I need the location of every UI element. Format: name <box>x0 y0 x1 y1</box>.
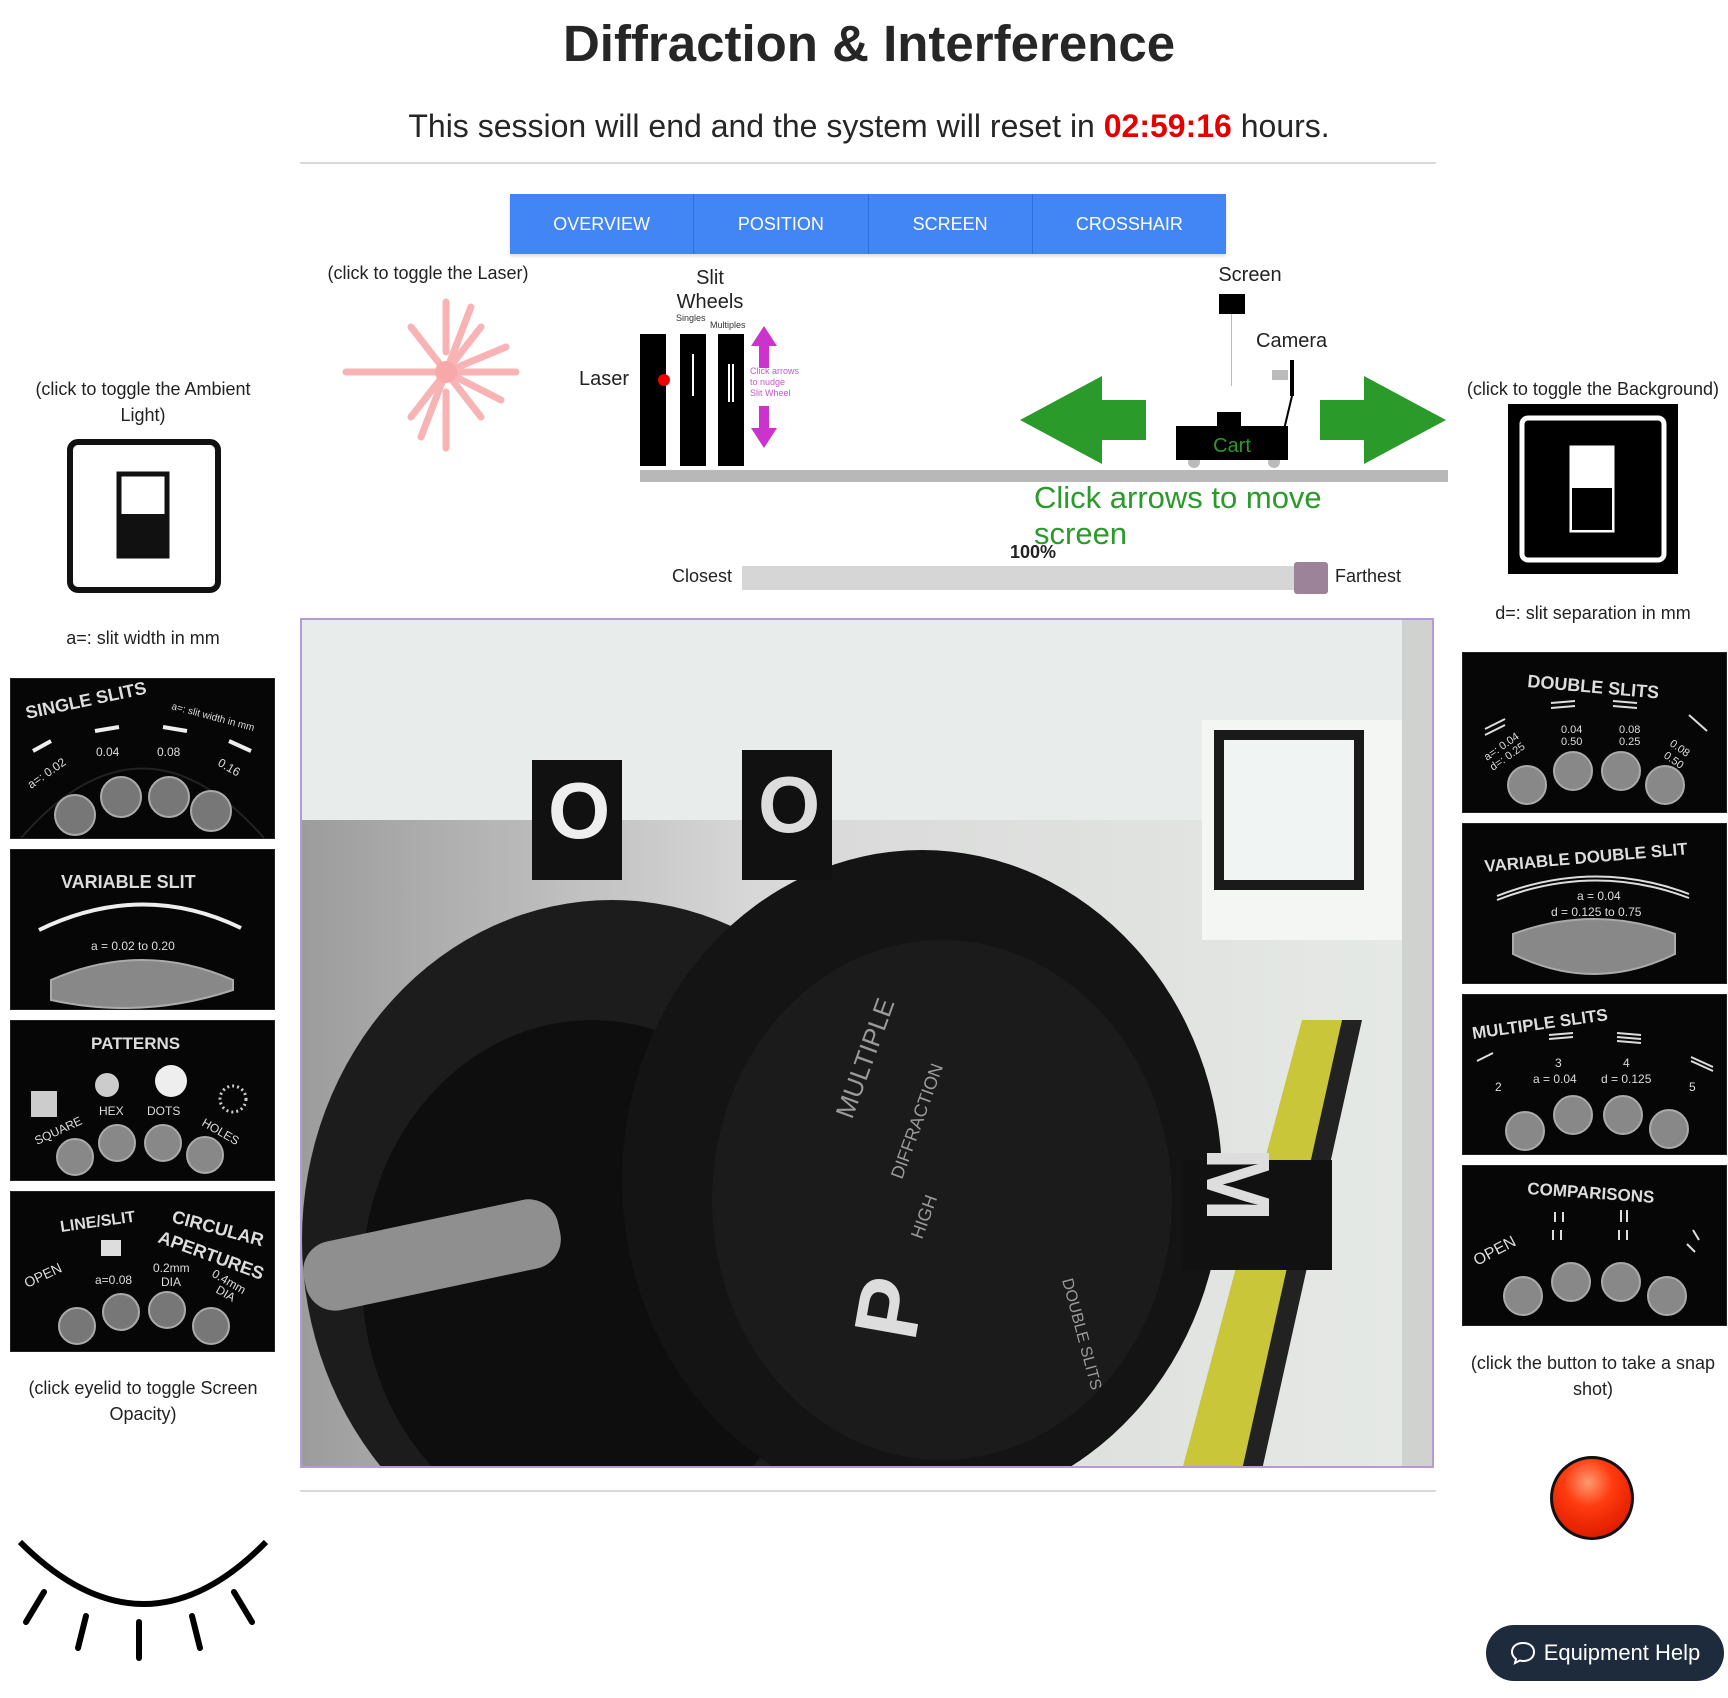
ds-label-4: 0.50 <box>1561 736 1582 748</box>
laser-bar <box>640 334 670 466</box>
line-slit-width-label: a=0.08 <box>95 1273 132 1287</box>
background-caption: (click to toggle the Background) <box>1466 379 1720 399</box>
variable-double-slit-tile[interactable]: VARIABLE DOUBLE SLIT a = 0.04 d = 0.125 … <box>1462 823 1727 984</box>
feed-letter-o2: O <box>758 760 820 849</box>
multiple-slits-tile[interactable]: MULTIPLE SLITS 2 3 a = 0.04 4 d = 0.125 … <box>1462 994 1727 1155</box>
slider-farthest-label: Farthest <box>1335 566 1402 586</box>
pattern-label-hex: HEX <box>99 1104 124 1118</box>
single-slit-label-3: 0.08 <box>157 745 181 759</box>
single-slit-label-4: 0.16 <box>216 755 244 779</box>
single-slit-label-1: a=: 0.02 <box>25 755 69 792</box>
slit-separation-caption: d=: slit separation in mm <box>1495 603 1691 623</box>
session-prefix: This session will end and the system wil… <box>408 108 1104 144</box>
laser-dot <box>658 374 670 386</box>
screen-post <box>1231 314 1232 386</box>
footer-divider <box>300 1490 1436 1492</box>
slider-closest-label: Closest <box>672 566 733 586</box>
comparisons-title: COMPARISONS <box>1527 1179 1655 1207</box>
apparatus-diagram: Slit Wheels Singles Multiples Laser Clic… <box>579 264 1448 551</box>
background-toggle-icon[interactable] <box>1508 404 1678 574</box>
nudge-up-arrow-icon[interactable] <box>750 324 778 370</box>
pattern-label-dots: DOTS <box>147 1104 180 1118</box>
patterns-tile[interactable]: PATTERNS SQUARE HEX DOTS HOLES <box>10 1020 275 1181</box>
open-label: OPEN <box>22 1259 65 1290</box>
variable-slit-title: VARIABLE SLIT <box>61 872 196 892</box>
equipment-help-label: Equipment Help <box>1543 1640 1701 1665</box>
vds-label-d: d = 0.125 to 0.75 <box>1551 905 1642 919</box>
rail <box>640 470 1448 482</box>
page-title: Diffraction & Interference <box>562 15 1176 72</box>
double-slits-title: DOUBLE SLITS <box>1527 671 1660 702</box>
singles-wheel <box>680 334 706 466</box>
single-slits-tile[interactable]: SINGLE SLITS a=: slit width in mm a=: 0.… <box>10 678 275 839</box>
ms-label-3: 3 <box>1555 1056 1562 1070</box>
single-slit-label-2: 0.04 <box>96 745 120 759</box>
chat-bubble-icon <box>1510 1641 1535 1665</box>
move-screen-right-arrow-icon[interactable] <box>1318 374 1448 466</box>
ms-label-4: 4 <box>1623 1056 1630 1070</box>
screen-block <box>1219 294 1245 314</box>
move-screen-left-arrow-icon[interactable] <box>1018 374 1148 466</box>
laser-toggle-icon[interactable] <box>336 292 520 454</box>
slider-handle[interactable] <box>1294 562 1328 594</box>
ds-label-6: 0.25 <box>1619 736 1640 748</box>
session-timer: 02:59:16 <box>1103 108 1232 144</box>
ms-label-5: 5 <box>1689 1080 1696 1094</box>
tab-bar: OVERVIEW POSITION SCREEN CROSSHAIR <box>510 194 1226 254</box>
ambient-light-caption: (click to toggle the Ambient Light) <box>35 379 251 425</box>
line-slit-title: LINE/SLIT <box>59 1209 136 1236</box>
circular-02-label: 0.2mm <box>153 1261 190 1275</box>
single-slits-title: SINGLE SLITS <box>24 679 148 723</box>
line-circular-tile[interactable]: LINE/SLIT CIRCULAR APERTURES OPEN a=0.08… <box>10 1191 275 1352</box>
variable-slit-tile[interactable]: VARIABLE SLIT a = 0.02 to 0.20 <box>10 849 275 1010</box>
snapshot-button[interactable] <box>1550 1456 1634 1540</box>
ms-label-a: a = 0.04 <box>1533 1072 1577 1086</box>
nudge-hint: Click arrows to nudge Slit Wheel <box>750 366 800 398</box>
vds-label-a: a = 0.04 <box>1577 889 1621 903</box>
circular-02-dia: DIA <box>161 1275 181 1289</box>
multiple-slits-title: MULTIPLE SLITS <box>1471 1005 1609 1043</box>
session-notice: This session will end and the system wil… <box>0 108 1728 145</box>
session-suffix: hours. <box>1231 108 1330 144</box>
singles-label: Singles <box>676 313 706 323</box>
variable-double-slit-title: VARIABLE DOUBLE SLIT <box>1484 839 1689 876</box>
laser-caption: (click to toggle the Laser) <box>327 263 529 283</box>
ds-label-5: 0.08 <box>1619 724 1640 736</box>
move-screen-hint: Click arrows to move screen <box>1034 480 1322 551</box>
slider-value: 100% <box>1010 542 1057 562</box>
patterns-title: PATTERNS <box>91 1034 180 1053</box>
laser-label: Laser <box>579 368 630 390</box>
slit-label: Slit <box>696 267 724 289</box>
double-slits-tile[interactable]: DOUBLE SLITS a=: 0.04 d=: 0.25 0.04 0.50… <box>1462 652 1727 813</box>
comparisons-open-label: OPEN <box>1471 1233 1519 1269</box>
tab-crosshair[interactable]: CROSSHAIR <box>1075 213 1183 234</box>
variable-slit-label: a = 0.02 to 0.20 <box>91 939 175 953</box>
equipment-help-button[interactable]: Equipment Help <box>1486 1625 1724 1681</box>
screen-label: Screen <box>1218 264 1282 286</box>
nudge-down-arrow-icon[interactable] <box>750 404 778 450</box>
camera-label: Camera <box>1256 330 1328 352</box>
eyelid-caption: (click eyelid to toggle Screen Opacity) <box>28 1378 258 1424</box>
tab-position[interactable]: POSITION <box>694 194 869 254</box>
header-divider <box>300 162 1436 164</box>
ms-label-2: 2 <box>1495 1080 1502 1094</box>
multiples-wheel <box>718 334 744 466</box>
feed-letter-o1: O <box>548 766 610 855</box>
eyelid-icon[interactable] <box>14 1536 274 1662</box>
tab-overview[interactable]: OVERVIEW <box>510 194 695 254</box>
ambient-light-switch-icon[interactable] <box>66 438 222 594</box>
cart: Cart <box>1176 426 1288 460</box>
comparisons-tile[interactable]: COMPARISONS OPEN <box>1462 1165 1727 1326</box>
wheels-label: Wheels <box>676 291 744 313</box>
ds-label-3: 0.04 <box>1561 724 1582 736</box>
snapshot-caption: (click the button to take a snap shot) <box>1470 1353 1716 1399</box>
feed-letter-m: M <box>1187 1147 1287 1222</box>
tab-screen[interactable]: SCREEN <box>869 194 1033 254</box>
ms-label-d: d = 0.125 <box>1601 1072 1652 1086</box>
multiples-label: Multiples <box>710 320 746 330</box>
camera-feed: O O M P MULTIPLE DIFFRACTION HIGH DOUBLE… <box>300 618 1434 1468</box>
screen-distance-slider[interactable] <box>742 566 1328 590</box>
slit-width-caption: a=: slit width in mm <box>66 628 220 648</box>
